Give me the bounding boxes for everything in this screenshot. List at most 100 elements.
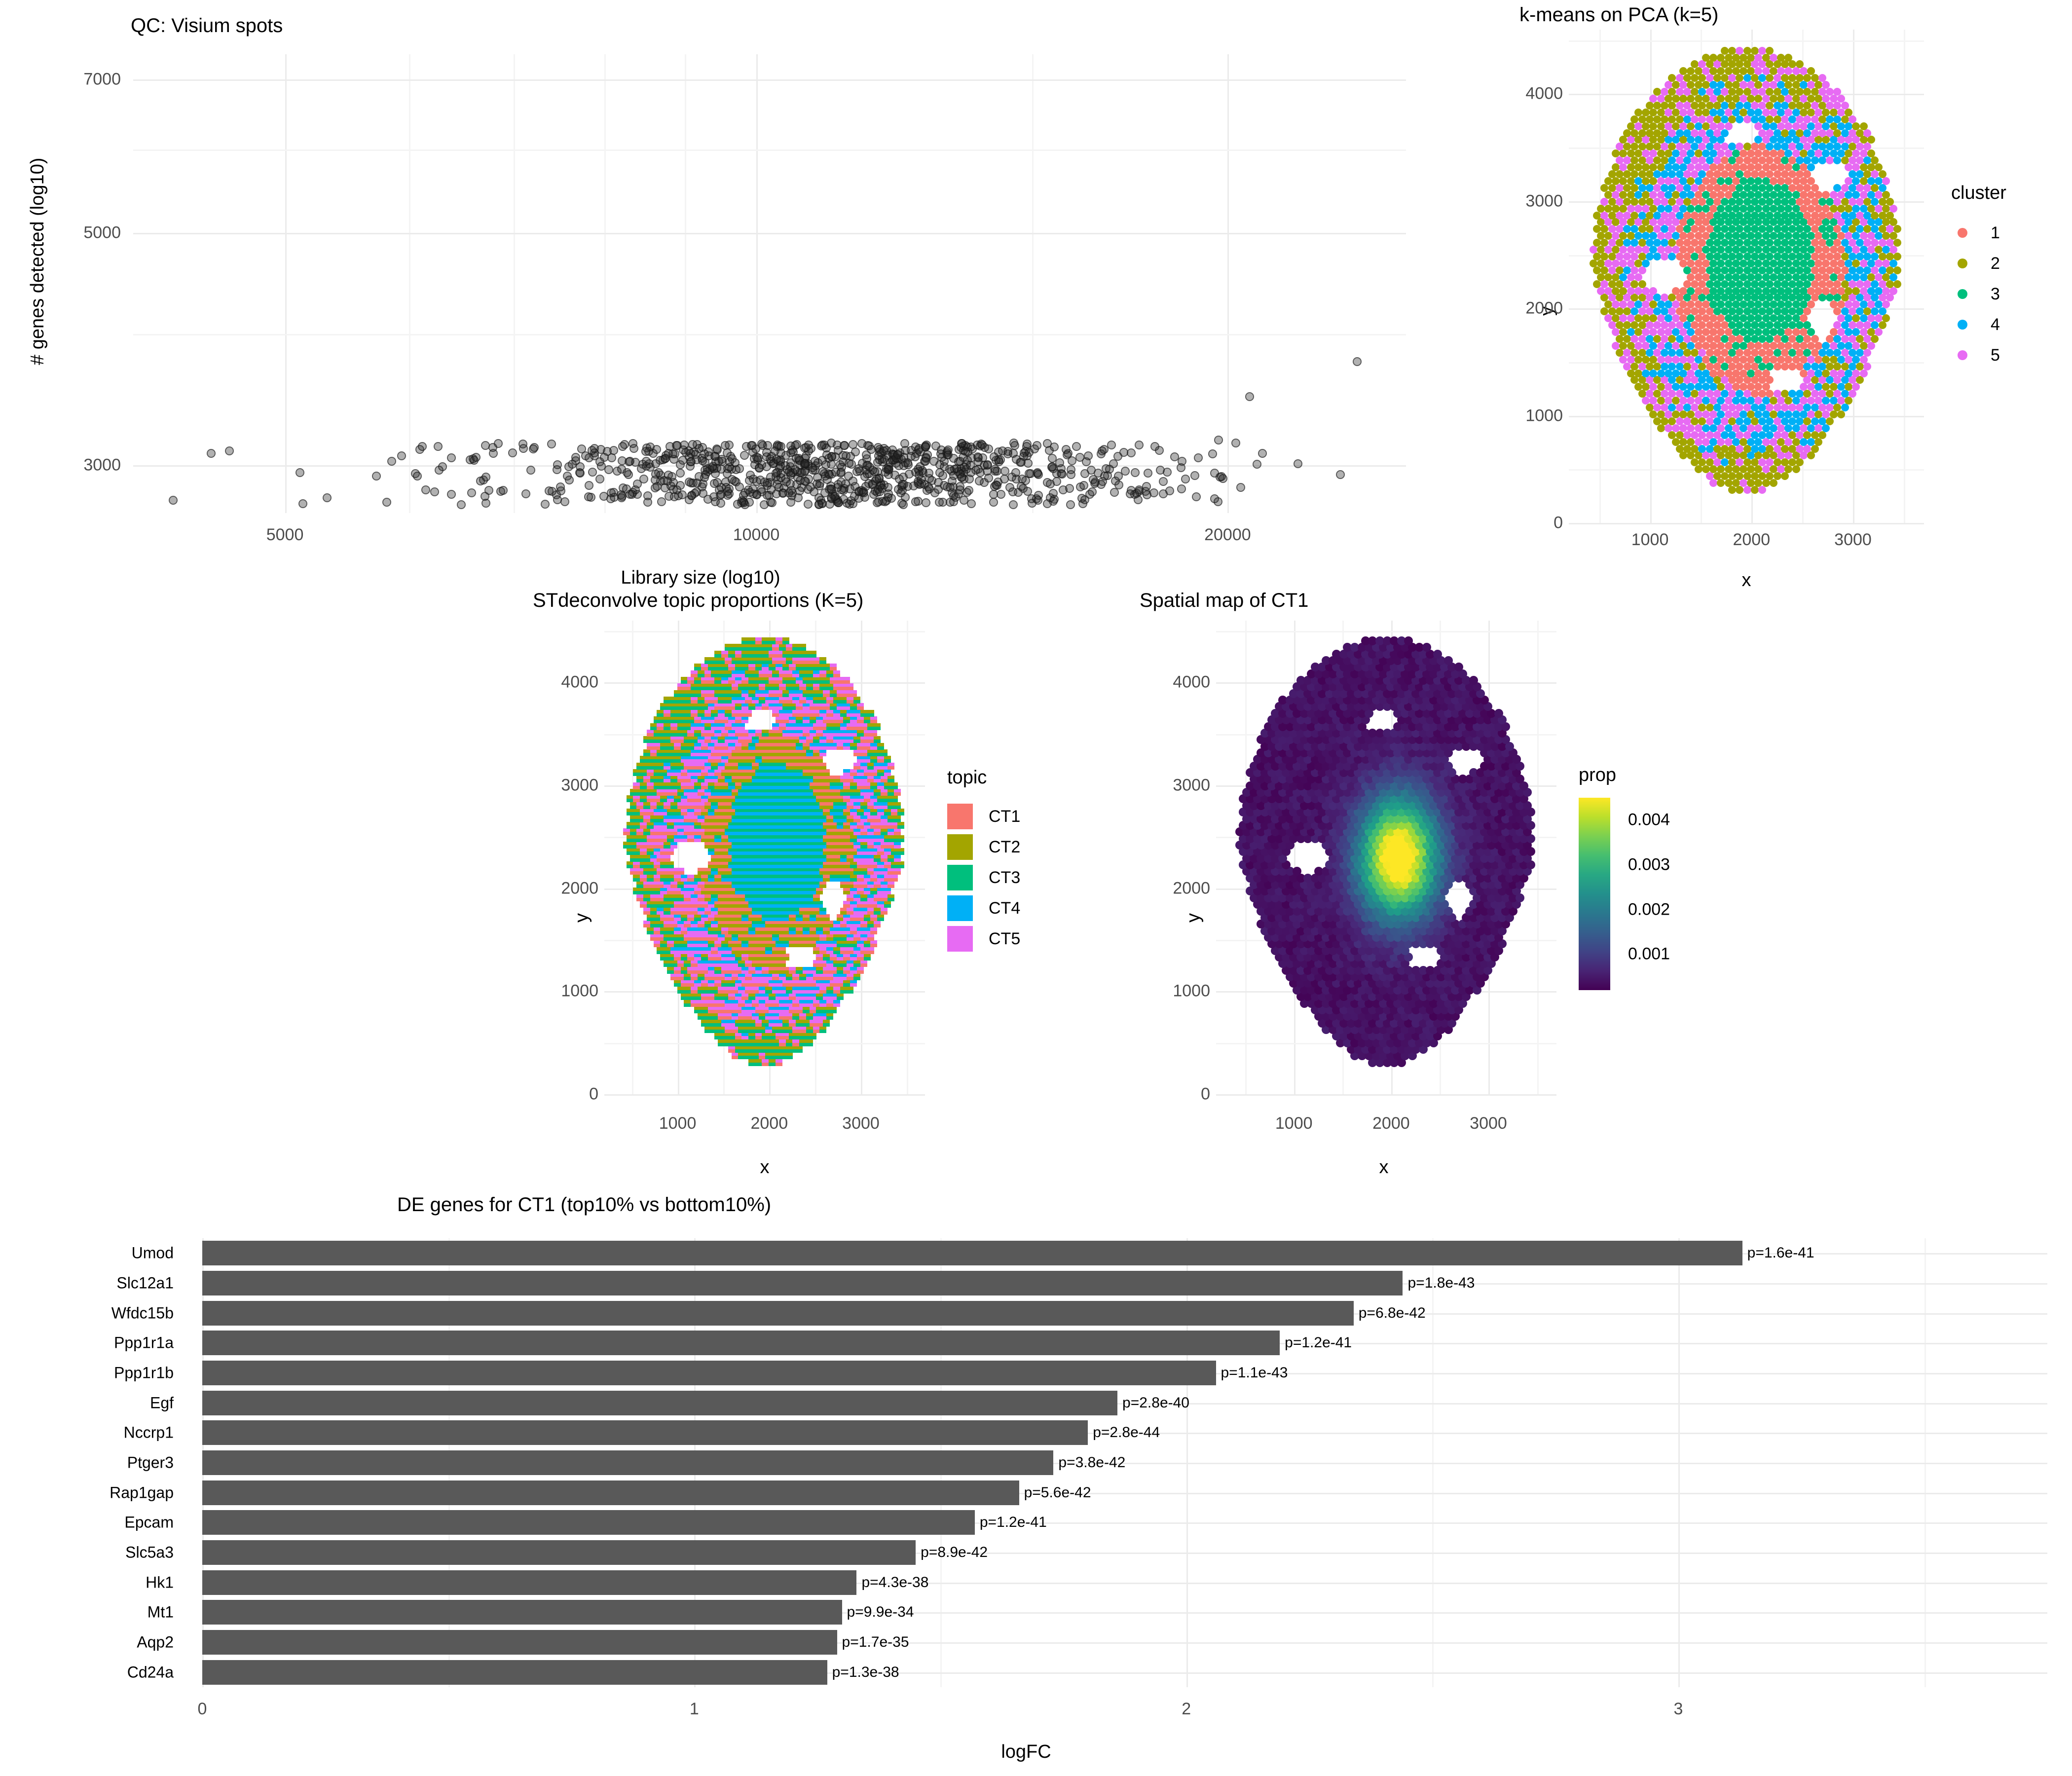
- kmeans-spot: [1830, 273, 1838, 281]
- topic-wedge-upper: [837, 954, 844, 957]
- topic-spot: [755, 888, 762, 894]
- topic-wedge-upper: [701, 1006, 708, 1010]
- kmeans-legend-item[interactable]: 1: [1951, 218, 2065, 248]
- kmeans-spot: [1646, 307, 1654, 315]
- topic-spot: [640, 901, 647, 908]
- kmeans-spot: [1725, 465, 1733, 473]
- topic-wedge-upper: [738, 1052, 745, 1056]
- topic-wedge-lower: [860, 937, 867, 941]
- kmeans-legend-item[interactable]: 3: [1951, 279, 2065, 309]
- kmeans-spot: [1830, 149, 1838, 157]
- topic-wedge-upper: [755, 1046, 762, 1049]
- topic-wedge-lower: [738, 898, 745, 901]
- topic-spot: [772, 987, 779, 994]
- kmeans-spot: [1717, 356, 1725, 364]
- topic-wedge-upper: [738, 1000, 745, 1003]
- kmeans-legend-item[interactable]: 4: [1951, 309, 2065, 340]
- topic-spot: [786, 1013, 793, 1020]
- kmeans-spot: [1676, 363, 1684, 370]
- topic-wedge-upper: [833, 1000, 840, 1003]
- topic-spot: [698, 934, 704, 941]
- topic-wedge-upper: [772, 987, 779, 990]
- topic-wedge-lower: [762, 983, 769, 987]
- topic-spot: [833, 987, 840, 994]
- topic-wedge-upper: [813, 987, 820, 990]
- topic-wedge-upper: [732, 987, 739, 990]
- topic-spot: [833, 921, 840, 927]
- kmeans-spot: [1762, 273, 1770, 281]
- topic-spot: [728, 1006, 735, 1013]
- kmeans-spot: [1672, 205, 1680, 213]
- topic-wedge-upper: [728, 901, 735, 904]
- kmeans-spot: [1702, 205, 1710, 213]
- kmeans-spot: [1811, 88, 1819, 96]
- kmeans-spot: [1818, 390, 1826, 398]
- topic-wedge-upper: [674, 967, 681, 970]
- topic-wedge-lower: [816, 904, 823, 908]
- topic-spot: [810, 1033, 816, 1039]
- topic-wedge-lower: [745, 1056, 752, 1059]
- kmeans-legend-item[interactable]: 5: [1951, 340, 2065, 370]
- topic-wedge-upper: [796, 1046, 803, 1049]
- topic-wedge-lower: [786, 1016, 793, 1020]
- kmeans-spot: [1653, 253, 1661, 260]
- topic-spot: [759, 1026, 766, 1033]
- topic-wedge-upper: [874, 908, 881, 911]
- topic-spot: [782, 901, 789, 908]
- topic-wedge-upper: [826, 934, 833, 937]
- topic-wedge-upper: [704, 1013, 711, 1016]
- topic-spot: [745, 934, 752, 941]
- kmeans-spot: [1751, 198, 1759, 206]
- kmeans-spot: [1627, 163, 1635, 171]
- kmeans-spot: [1695, 122, 1702, 130]
- kmeans-spot: [1698, 115, 1706, 123]
- kmeans-spot: [1818, 156, 1826, 164]
- topic-wedge-lower: [826, 977, 833, 980]
- kmeans-spot: [1683, 239, 1691, 247]
- topic-wedge-lower: [819, 885, 826, 888]
- topic-spot: [799, 1026, 806, 1033]
- kmeans-spot: [1762, 205, 1770, 213]
- topic-wedge-upper: [698, 947, 704, 951]
- topic-wedge-upper: [714, 980, 721, 983]
- topic-wedge-upper: [782, 901, 789, 904]
- topic-wedge-upper: [684, 921, 691, 924]
- topic-spot: [728, 914, 735, 921]
- kmeans-spot: [1725, 451, 1733, 459]
- kmeans-spot: [1736, 47, 1743, 55]
- topic-wedge-upper: [813, 1026, 820, 1030]
- topic-wedge-lower: [853, 911, 860, 915]
- kmeans-legend-item[interactable]: 2: [1951, 248, 2065, 279]
- topic-spot: [792, 1000, 799, 1007]
- qc-y-tick-label: 5000: [83, 223, 121, 242]
- topic-spot: [698, 921, 704, 927]
- kmeans-spot: [1818, 280, 1826, 288]
- kmeans-spot: [1774, 102, 1781, 110]
- topic-wedge-upper: [850, 927, 857, 931]
- topic-wedge-lower: [721, 997, 728, 1000]
- topic-spot: [837, 980, 844, 987]
- topic-wedge-upper: [741, 888, 748, 891]
- kmeans-spot: [1852, 205, 1860, 213]
- topic-wedge-upper: [769, 980, 776, 983]
- topic-wedge-lower: [684, 963, 691, 967]
- kmeans-spot: [1863, 266, 1871, 274]
- qc-scatter-point: [723, 448, 732, 457]
- kmeans-spot: [1818, 212, 1826, 220]
- topic-wedge-upper: [772, 908, 779, 911]
- kmeans-spot: [1800, 95, 1808, 103]
- kmeans-spot: [1818, 431, 1826, 439]
- topic-wedge-upper: [691, 894, 698, 898]
- kmeans-spot: [1774, 349, 1781, 357]
- kmeans-spot: [1642, 122, 1650, 130]
- kmeans-spot: [1623, 129, 1631, 137]
- topic-wedge-upper: [843, 901, 850, 904]
- topic-wedge-upper: [782, 980, 789, 983]
- kmeans-spot: [1807, 424, 1815, 432]
- topic-wedge-lower: [681, 970, 688, 974]
- kmeans-spot: [1683, 198, 1691, 206]
- topic-wedge-upper: [772, 894, 779, 898]
- kmeans-spot: [1803, 445, 1811, 453]
- topic-wedge-upper: [769, 940, 776, 944]
- kmeans-legend: cluster 12345: [1951, 183, 2065, 370]
